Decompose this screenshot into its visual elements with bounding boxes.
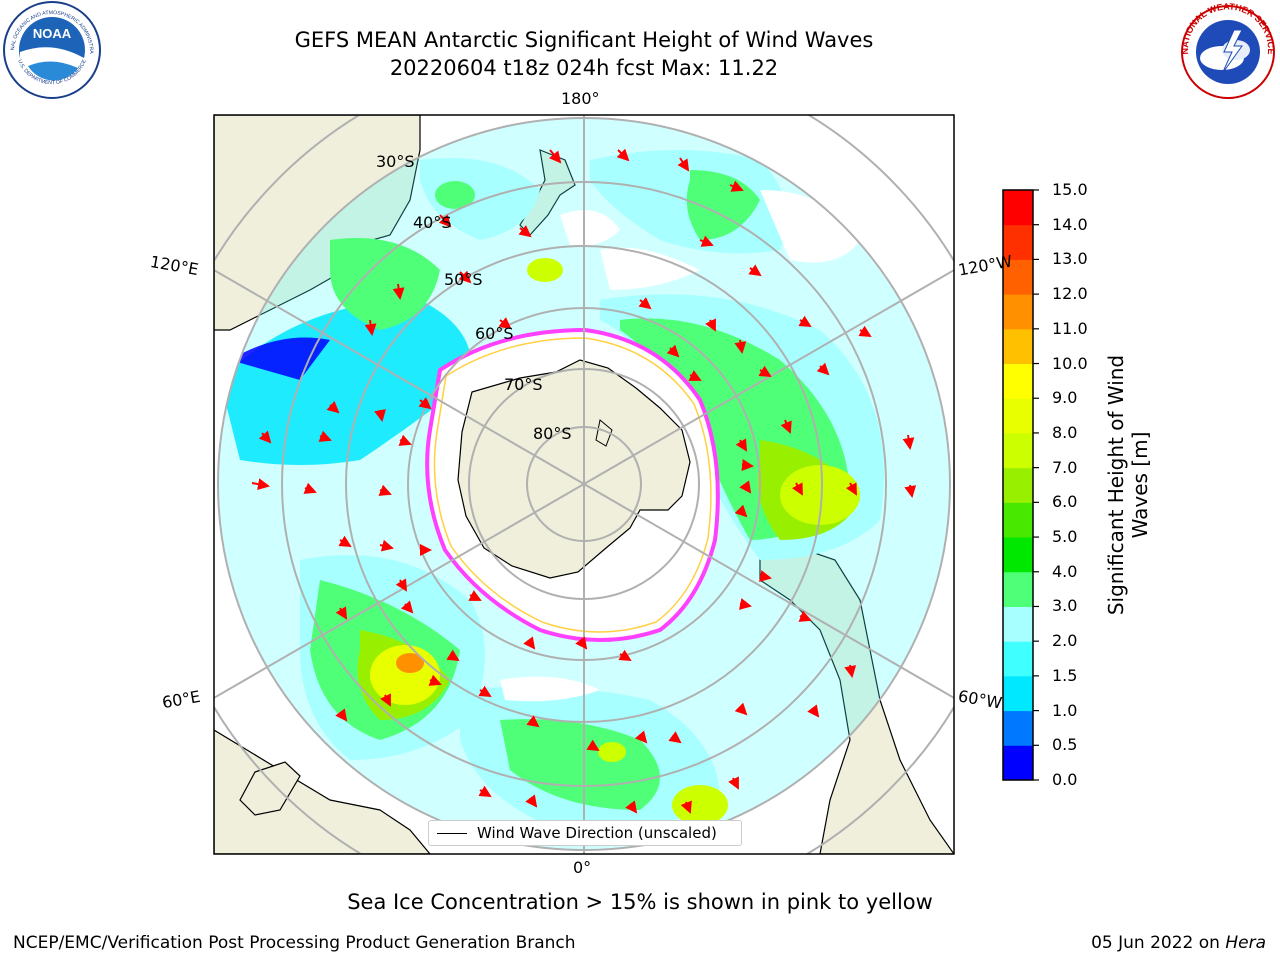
colorbar-tick-label: 15.0: [1052, 180, 1088, 199]
colorbar-swatch: [1003, 467, 1033, 503]
colorbar-swatch: [1003, 190, 1033, 226]
footer-date-text: 05 Jun 2022 on: [1091, 933, 1226, 953]
colorbar-label: Significant Height of Wind Waves [m]: [1104, 354, 1152, 616]
noaa-logo-text: NOAA: [33, 26, 72, 41]
colorbar-frame: [1002, 189, 1034, 781]
colorbar-tick-label: 14.0: [1052, 214, 1088, 234]
colorbar-tick-label: 13.0: [1052, 249, 1088, 269]
map-frame: [213, 114, 955, 855]
colorbar-tick-label: 12.0: [1052, 284, 1088, 304]
ice-note: Sea Ice Concentration > 15% is shown in …: [347, 890, 933, 914]
colorbar-tick-label: 2.0: [1052, 631, 1078, 651]
colorbar-swatch: [1003, 432, 1033, 469]
colorbar-swatch: [1003, 294, 1033, 330]
footer-credit: NCEP/EMC/Verification Post Processing Pr…: [13, 933, 576, 953]
colorbar-swatch: [1003, 398, 1033, 434]
colorbar-swatch: [1003, 537, 1033, 573]
footer-date: 05 Jun 2022 on Hera: [1091, 933, 1266, 953]
colorbar-swatch: [1003, 224, 1033, 260]
colorbar-swatch: [1003, 641, 1033, 677]
colorbar-swatch: [1003, 675, 1033, 712]
legend-line-icon: [437, 833, 467, 834]
lat-label-50s: 50°S: [444, 270, 483, 289]
colorbar-swatch: [1003, 571, 1033, 607]
colorbar-tick-label: 8.0: [1052, 422, 1078, 442]
legend-label: Wind Wave Direction (unscaled): [477, 824, 717, 842]
wave-direction-vectors: [251, 148, 917, 814]
colorbar-swatch: [1003, 745, 1033, 781]
colorbar-tick-label: 7.0: [1052, 457, 1078, 477]
colorbar-swatch: [1003, 710, 1033, 746]
lat-label-70s: 70°S: [504, 375, 543, 394]
colorbar-swatch: [1003, 606, 1033, 642]
colorbar-swatch: [1003, 502, 1033, 538]
graticule: [214, 115, 954, 854]
lon-label-0: 0°: [573, 858, 592, 877]
colorbar: [1002, 189, 1039, 781]
colorbar-tick-label: 1.0: [1052, 700, 1078, 720]
lat-label-30s: 30°S: [376, 152, 415, 171]
colorbar-tick-label: 4.0: [1052, 561, 1078, 581]
colorbar-tick-label: 11.0: [1052, 318, 1088, 338]
colorbar-tick-label: 6.0: [1052, 492, 1078, 512]
lon-label-180: 180°: [561, 89, 600, 108]
nws-logo: NATIONAL WEATHER SERVICE: [1180, 1, 1276, 99]
map-title: GEFS MEAN Antarctic Significant Height o…: [294, 28, 874, 52]
colorbar-tick-label: 1.5: [1052, 665, 1078, 685]
map-subtitle: 20220604 t18z 024h fcst Max: 11.22: [389, 56, 779, 80]
colorbar-tick-label: 0.5: [1052, 735, 1078, 755]
colorbar-tick-label: 0.0: [1052, 770, 1078, 789]
colorbar-tick-label: 3.0: [1052, 596, 1078, 616]
colorbar-tick-label: 9.0: [1052, 388, 1078, 408]
sea-ice-edge: [425, 327, 720, 642]
colorbar-swatch: [1003, 363, 1033, 399]
legend: Wind Wave Direction (unscaled): [428, 820, 742, 846]
lat-label-40s: 40°S: [413, 213, 452, 232]
colorbar-swatch: [1003, 328, 1033, 365]
colorbar-tick-label: 10.0: [1052, 353, 1088, 373]
colorbar-swatch: [1003, 259, 1033, 295]
noaa-logo: NOAA NATIONAL OCEANIC AND ATMOSPHERIC AD…: [0, 0, 101, 99]
lat-label-80s: 80°S: [533, 424, 572, 443]
footer-host: Hera: [1225, 933, 1266, 953]
colorbar-tick-label: 5.0: [1052, 527, 1078, 547]
lat-label-60s: 60°S: [475, 324, 514, 343]
